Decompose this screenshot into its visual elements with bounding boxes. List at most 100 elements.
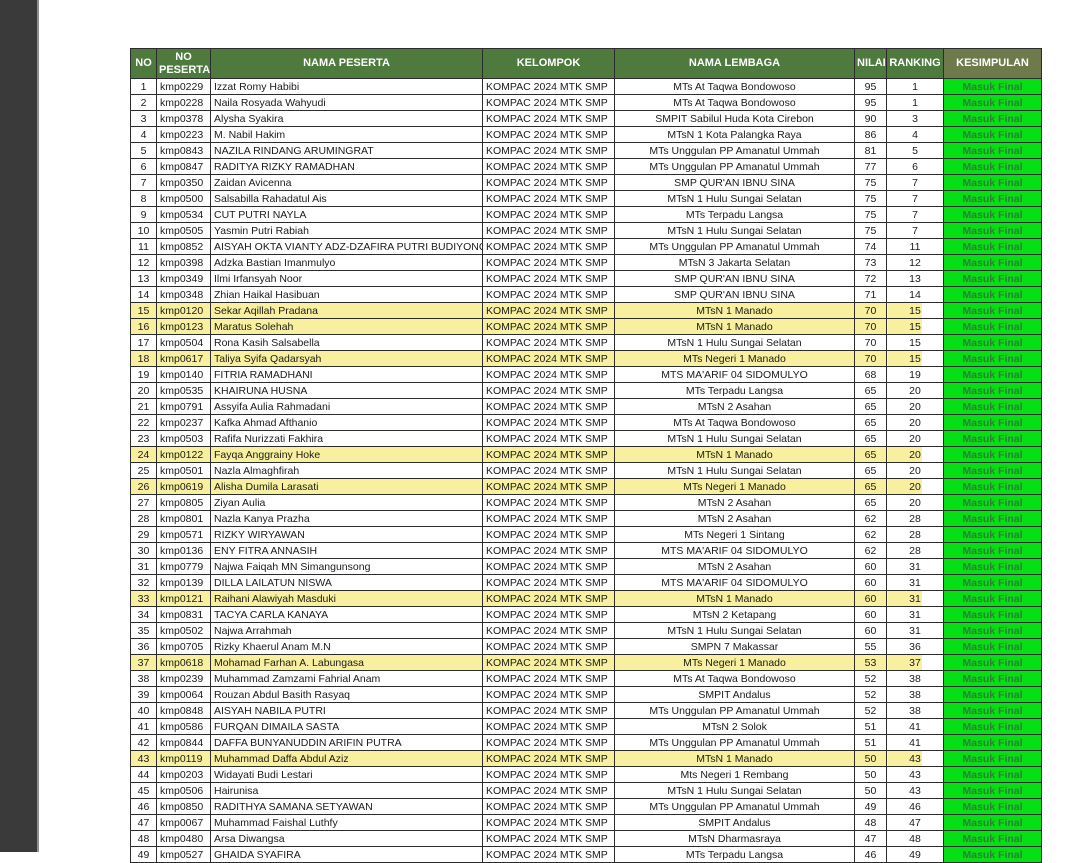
- cell-nama-peserta: Naila Rosyada Wahyudi: [210, 94, 483, 111]
- cell-no-peserta: kmp0349: [156, 270, 211, 287]
- cell-kesimpulan: Masuk Final: [943, 494, 1042, 511]
- cell-no: 30: [130, 542, 157, 559]
- cell-kesimpulan: Masuk Final: [943, 510, 1042, 527]
- cell-nama-peserta: TACYA CARLA KANAYA: [210, 606, 483, 623]
- cell-nama-lembaga: MTs At Taqwa Bondowoso: [614, 94, 855, 111]
- cell-no-peserta: kmp0844: [156, 734, 211, 751]
- cell-nilai: 74: [854, 238, 887, 255]
- table-row: 15 kmp0120 Sekar Aqillah Pradana KOMPAC …: [130, 302, 1042, 319]
- cell-no: 32: [130, 574, 157, 591]
- cell-no-peserta: kmp0535: [156, 382, 211, 399]
- cell-nama-lembaga: MTs Unggulan PP Amanatul Ummah: [614, 734, 855, 751]
- cell-kelompok: KOMPAC 2024 MTK SMP: [482, 206, 615, 223]
- cell-nilai: 46: [854, 846, 887, 863]
- cell-kesimpulan: Masuk Final: [943, 718, 1042, 735]
- cell-ranking: 12: [886, 254, 944, 271]
- table-row: 19 kmp0140 FITRIA RAMADHANI KOMPAC 2024 …: [130, 366, 1042, 383]
- cell-nilai: 62: [854, 510, 887, 527]
- cell-no-peserta: kmp0831: [156, 606, 211, 623]
- cell-nilai: 50: [854, 750, 887, 767]
- cell-nama-lembaga: MTsN 1 Manado: [614, 302, 855, 319]
- cell-no: 24: [130, 446, 157, 463]
- table-row: 16 kmp0123 Maratus Solehah KOMPAC 2024 M…: [130, 318, 1042, 335]
- cell-nama-lembaga: MTsN 1 Manado: [614, 446, 855, 463]
- cell-kelompok: KOMPAC 2024 MTK SMP: [482, 446, 615, 463]
- cell-kesimpulan: Masuk Final: [943, 78, 1042, 95]
- cell-no-peserta: kmp0506: [156, 782, 211, 799]
- cell-no-peserta: kmp0705: [156, 638, 211, 655]
- cell-no: 17: [130, 334, 157, 351]
- cell-nama-lembaga: MTs Negeri 1 Manado: [614, 350, 855, 367]
- cell-ranking: 47: [886, 814, 944, 831]
- cell-nilai: 47: [854, 830, 887, 847]
- cell-kelompok: KOMPAC 2024 MTK SMP: [482, 334, 615, 351]
- cell-kelompok: KOMPAC 2024 MTK SMP: [482, 270, 615, 287]
- cell-nilai: 52: [854, 686, 887, 703]
- cell-no-peserta: kmp0502: [156, 622, 211, 639]
- cell-nilai: 60: [854, 574, 887, 591]
- cell-ranking: 31: [886, 558, 944, 575]
- table-row: 48 kmp0480 Arsa Diwangsa KOMPAC 2024 MTK…: [130, 830, 1042, 847]
- cell-no-peserta: kmp0852: [156, 238, 211, 255]
- cell-ranking: 7: [886, 222, 944, 239]
- cell-no-peserta: kmp0348: [156, 286, 211, 303]
- cell-ranking: 4: [886, 126, 944, 143]
- table-row: 18 kmp0617 Taliya Syifa Qadarsyah KOMPAC…: [130, 350, 1042, 367]
- cell-nama-lembaga: MTs Negeri 1 Manado: [614, 654, 855, 671]
- cell-ranking: 1: [886, 78, 944, 95]
- table-row: 13 kmp0349 Ilmi Irfansyah Noor KOMPAC 20…: [130, 270, 1042, 287]
- cell-nama-lembaga: MTs At Taqwa Bondowoso: [614, 414, 855, 431]
- cell-kelompok: KOMPAC 2024 MTK SMP: [482, 158, 615, 175]
- cell-no-peserta: kmp0119: [156, 750, 211, 767]
- cell-nilai: 90: [854, 110, 887, 127]
- cell-ranking: 5: [886, 142, 944, 159]
- cell-ranking: 20: [886, 430, 944, 447]
- cell-no: 34: [130, 606, 157, 623]
- cell-no-peserta: kmp0805: [156, 494, 211, 511]
- cell-kesimpulan: Masuk Final: [943, 782, 1042, 799]
- cell-nama-lembaga: MTsN 2 Asahan: [614, 558, 855, 575]
- cell-nama-peserta: Taliya Syifa Qadarsyah: [210, 350, 483, 367]
- table-row: 1 kmp0229 Izzat Romy Habibi KOMPAC 2024 …: [130, 78, 1042, 95]
- cell-no: 39: [130, 686, 157, 703]
- cell-ranking: 15: [886, 350, 944, 367]
- cell-nilai: 60: [854, 606, 887, 623]
- cell-no-peserta: kmp0067: [156, 814, 211, 831]
- cell-nama-lembaga: MTsN 1 Hulu Sungai Selatan: [614, 334, 855, 351]
- cell-nama-peserta: Muhammad Zamzami Fahrial Anam: [210, 670, 483, 687]
- cell-no: 43: [130, 750, 157, 767]
- table-row: 22 kmp0237 Kafka Ahmad Afthanio KOMPAC 2…: [130, 414, 1042, 431]
- cell-no-peserta: kmp0064: [156, 686, 211, 703]
- cell-nama-lembaga: MTs Unggulan PP Amanatul Ummah: [614, 158, 855, 175]
- cell-nilai: 70: [854, 334, 887, 351]
- cell-no: 40: [130, 702, 157, 719]
- cell-nama-lembaga: SMPIT Andalus: [614, 814, 855, 831]
- header-no-label: NO: [135, 57, 152, 69]
- cell-nama-peserta: Arsa Diwangsa: [210, 830, 483, 847]
- cell-nama-lembaga: MTsN 2 Solok: [614, 718, 855, 735]
- cell-no: 25: [130, 462, 157, 479]
- header-row: NO NO PESERTA NAMA PESERTA KELOMPOK NAMA…: [130, 48, 1042, 79]
- cell-ranking: 20: [886, 462, 944, 479]
- cell-kelompok: KOMPAC 2024 MTK SMP: [482, 430, 615, 447]
- cell-no: 12: [130, 254, 157, 271]
- header-kelompok-label: KELOMPOK: [516, 57, 581, 69]
- cell-nama-peserta: Najwa Faiqah MN Simangunsong: [210, 558, 483, 575]
- table-row: 45 kmp0506 Hairunisa KOMPAC 2024 MTK SMP…: [130, 782, 1042, 799]
- cell-nama-peserta: Ilmi Irfansyah Noor: [210, 270, 483, 287]
- cell-nilai: 86: [854, 126, 887, 143]
- cell-nilai: 65: [854, 398, 887, 415]
- cell-nilai: 95: [854, 94, 887, 111]
- header-nilai-label: NILAI: [857, 57, 886, 69]
- table-row: 8 kmp0500 Salsabilla Rahadatul Ais KOMPA…: [130, 190, 1042, 207]
- cell-kesimpulan: Masuk Final: [943, 222, 1042, 239]
- cell-no: 38: [130, 670, 157, 687]
- cell-kesimpulan: Masuk Final: [943, 590, 1042, 607]
- cell-nama-peserta: GHAIDA SYAFIRA: [210, 846, 483, 863]
- cell-nilai: 75: [854, 190, 887, 207]
- cell-no-peserta: kmp0619: [156, 478, 211, 495]
- cell-ranking: 20: [886, 398, 944, 415]
- table-row: 44 kmp0203 Widayati Budi Lestari KOMPAC …: [130, 766, 1042, 783]
- cell-nama-peserta: KHAIRUNA HUSNA: [210, 382, 483, 399]
- cell-kesimpulan: Masuk Final: [943, 670, 1042, 687]
